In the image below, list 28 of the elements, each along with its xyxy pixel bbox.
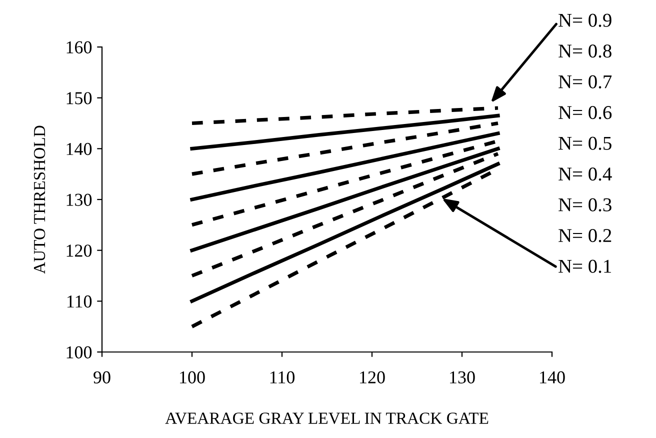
line-series	[190, 121, 500, 176]
y-tick-label: 110	[67, 295, 92, 308]
x-tick-label: 90	[94, 371, 110, 384]
text: N= 0.1	[558, 260, 612, 273]
text: N= 0.9	[558, 14, 612, 27]
y-tick-label: 150	[66, 92, 92, 104]
text: N= 0.8	[558, 44, 612, 58]
text: N= 0.7	[558, 75, 612, 88]
x-tick-label: 100	[180, 371, 205, 384]
y-axis-title: AUTO THRESHOLD	[34, 126, 46, 274]
y-tick-label: 160	[66, 41, 92, 54]
x-tick-label: 130	[450, 371, 475, 384]
line-series	[190, 106, 500, 126]
y-tick-label: 100	[66, 346, 92, 358]
y-tick-label: 130	[66, 194, 92, 206]
x-tick-label: 140	[540, 371, 565, 384]
text: N= 0.3	[558, 198, 612, 212]
x-tick-label: 110	[270, 371, 295, 384]
y-tick-label: 120	[66, 244, 92, 257]
text: N= 0.2	[558, 228, 612, 242]
x-axis-title: AVEARAGE GRAY LEVEL IN TRACK GATE	[165, 412, 488, 424]
x-tick-label: 120	[360, 371, 385, 384]
text: N= 0.6	[558, 106, 612, 120]
y-tick-label: 140	[66, 142, 92, 156]
text: N= 0.4	[558, 167, 612, 181]
line-series	[190, 132, 500, 202]
line-series	[190, 114, 500, 150]
text: N= 0.5	[558, 136, 612, 150]
